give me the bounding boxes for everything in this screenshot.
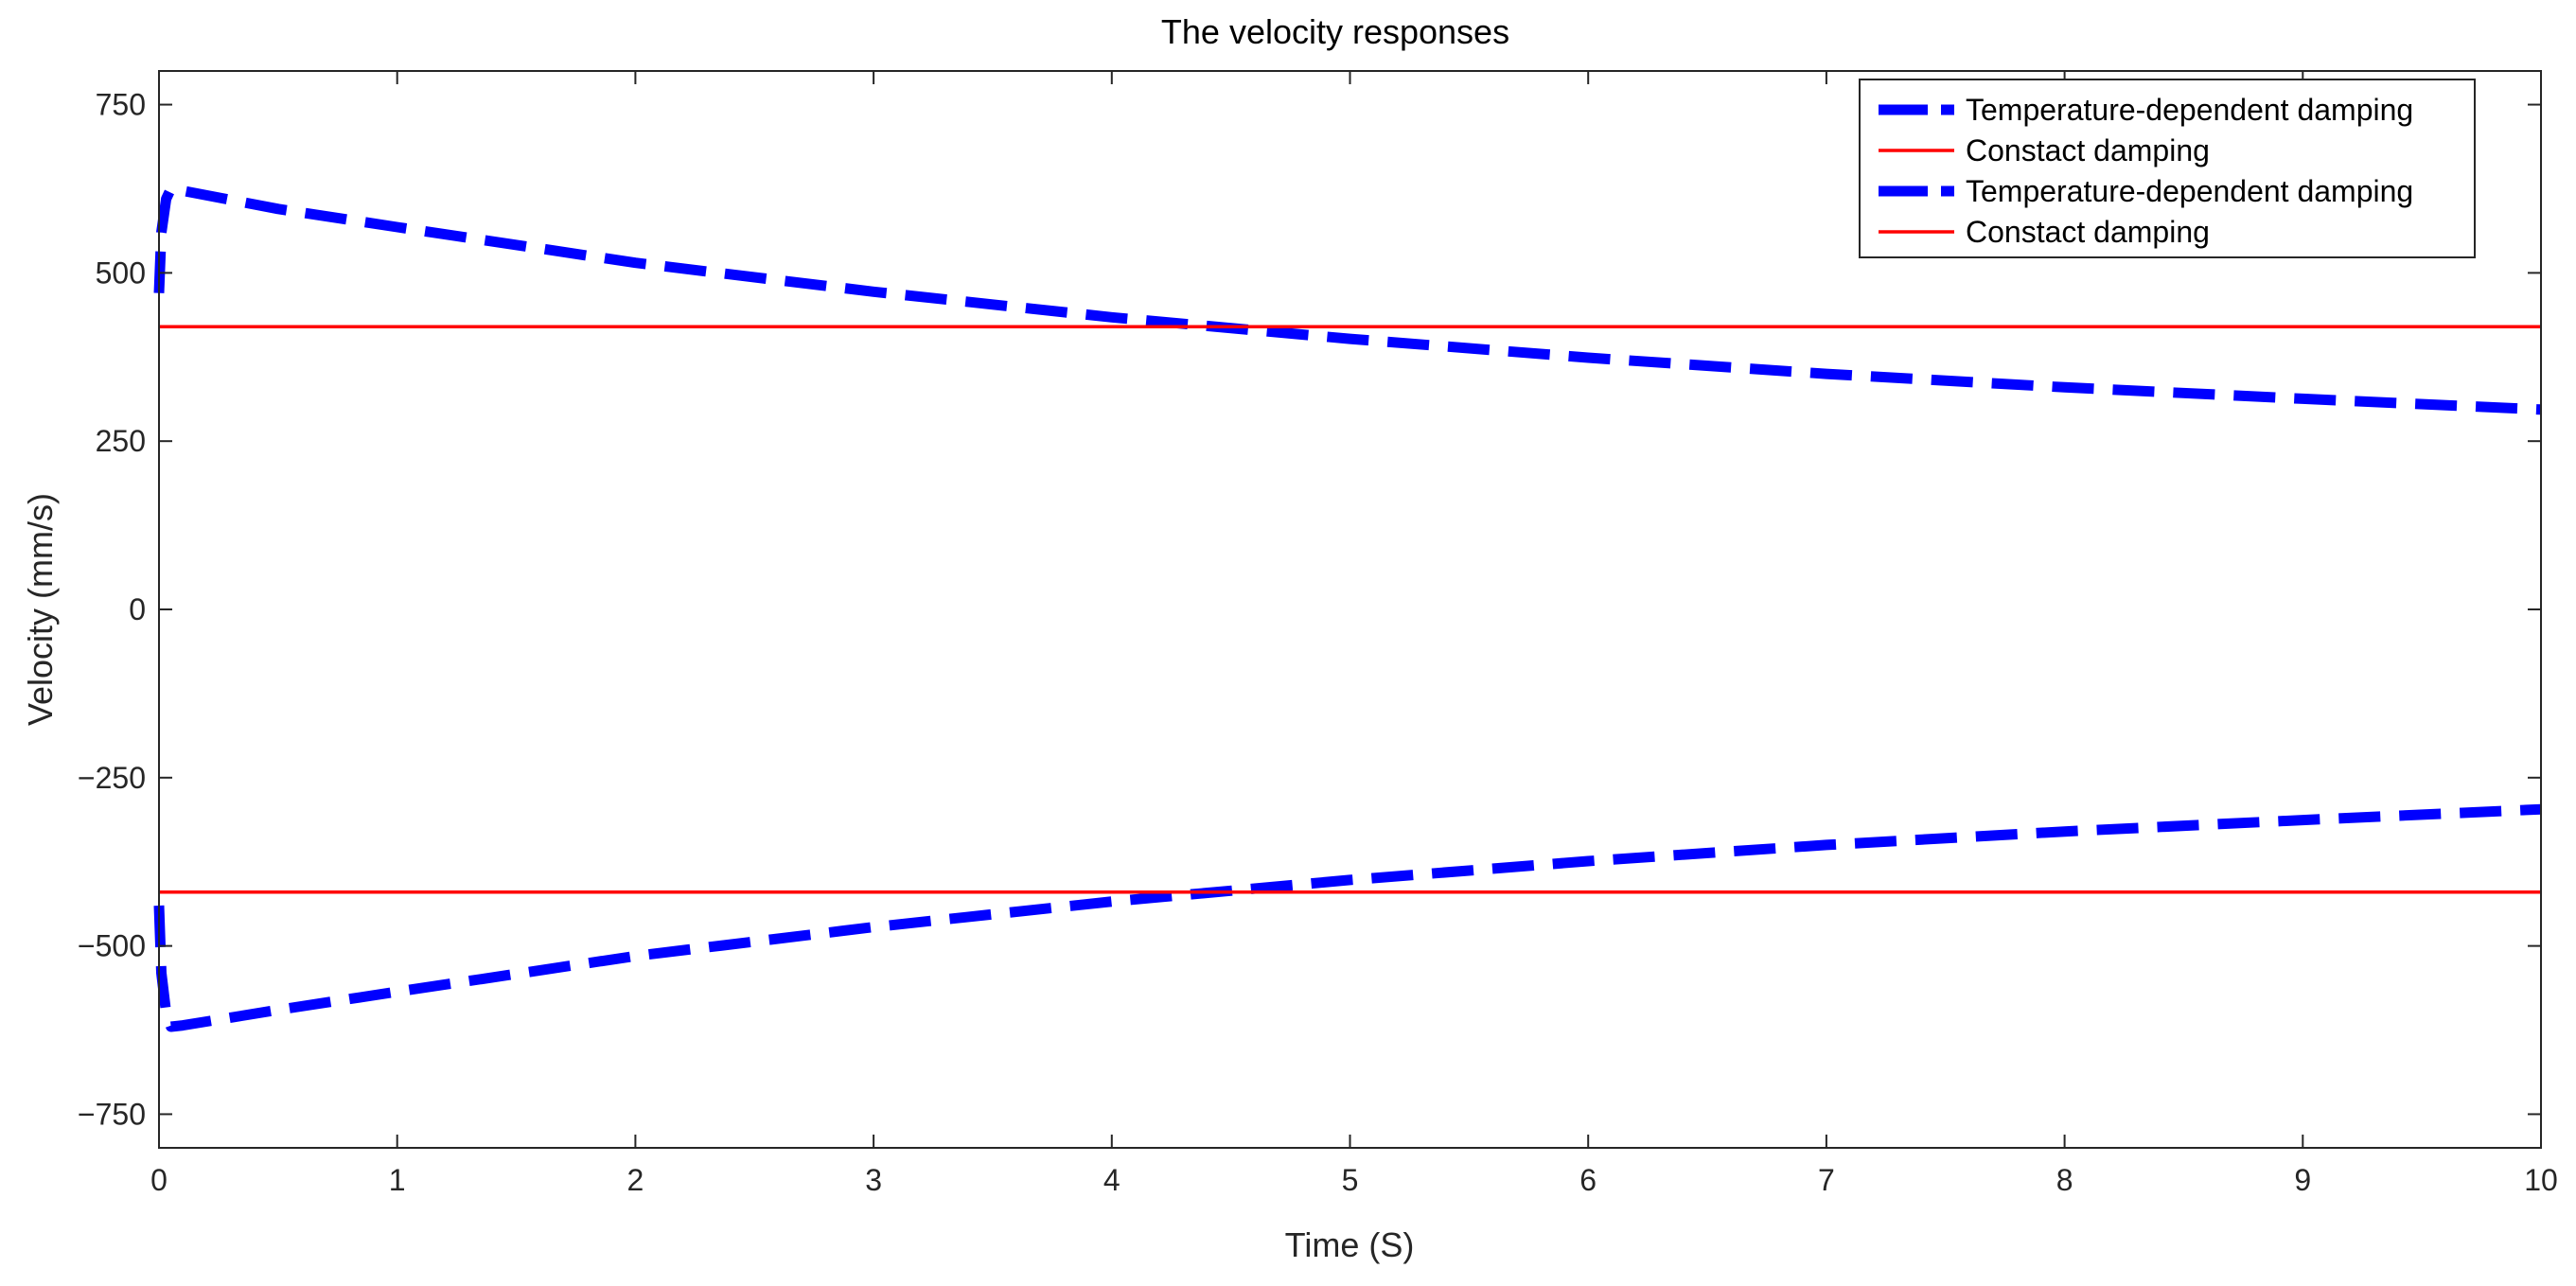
series-line-1: [153, 184, 2542, 415]
x-axis-label: Time (S): [1285, 1225, 1415, 1264]
y-tick-label: 750: [96, 88, 146, 122]
y-tick-label: −750: [78, 1097, 146, 1131]
legend-label-3: Temperature-dependent damping: [1966, 174, 2413, 208]
y-tick-label: −250: [78, 761, 146, 795]
series-line-3: [153, 803, 2542, 1032]
x-tick-label: 7: [1818, 1163, 1835, 1197]
y-tick-label: 500: [96, 255, 146, 290]
x-tick-label: 5: [1342, 1163, 1359, 1197]
series-layer: [153, 184, 2542, 1032]
x-tick-label: 9: [2294, 1163, 2311, 1197]
x-tick-label: 8: [2056, 1163, 2073, 1197]
legend: Temperature-dependent damping Constact da…: [1859, 79, 2476, 258]
y-tick-label: −500: [78, 929, 146, 963]
y-axis-ticks: −750 −500 −250 0 250 500 750: [78, 88, 2541, 1131]
legend-box: [1859, 79, 2476, 258]
y-tick-label: 250: [96, 424, 146, 458]
x-tick-label: 2: [627, 1163, 644, 1197]
legend-label-2: Constact damping: [1966, 133, 2210, 167]
x-axis-ticks: 0 1 2 3 4 5 6 7 8 9 10: [150, 71, 2558, 1197]
x-tick-label: 3: [865, 1163, 882, 1197]
chart-title: The velocity responses: [1161, 12, 1509, 51]
legend-label-1: Temperature-dependent damping: [1966, 93, 2413, 127]
y-axis-label: Velocity (mm/s): [21, 493, 60, 726]
x-tick-label: 1: [389, 1163, 406, 1197]
legend-label-4: Constact damping: [1966, 215, 2210, 249]
x-tick-label: 4: [1103, 1163, 1120, 1197]
x-tick-label: 0: [150, 1163, 168, 1197]
x-tick-label: 6: [1579, 1163, 1597, 1197]
y-tick-label: 0: [129, 592, 146, 626]
x-tick-label: 10: [2524, 1163, 2558, 1197]
